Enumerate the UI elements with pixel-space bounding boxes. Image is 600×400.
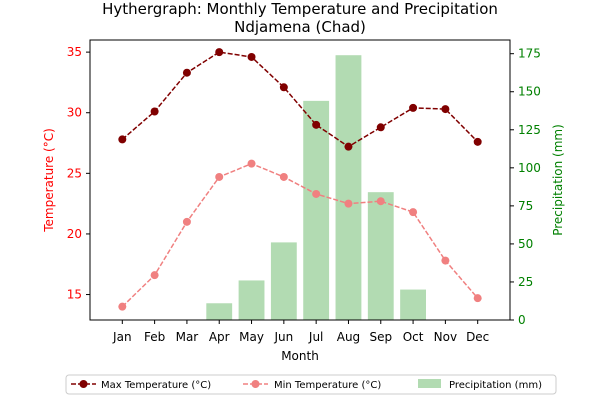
right-y-axis-label: Precipitation (mm)	[551, 124, 565, 236]
min-temp-point-jul	[312, 189, 321, 198]
min-temp-point-nov	[441, 256, 450, 265]
x-tick-label: Jun	[273, 330, 293, 344]
left-y-tick-label: 15	[67, 288, 82, 302]
max-temp-point-feb	[150, 107, 159, 116]
min-temp-point-oct	[409, 208, 418, 217]
legend-max-temp-label: Max Temperature (°C)	[101, 380, 211, 391]
max-temp-point-dec	[473, 137, 482, 146]
legend-precip-swatch	[418, 379, 441, 388]
x-axis-ticks: Jan Feb Mar Apr May Jun Jul Aug Sep Oct Nov Dec	[112, 320, 489, 344]
max-temp-point-mar	[182, 68, 191, 77]
x-tick-label: Oct	[403, 330, 424, 344]
precip-bar-jul	[303, 100, 330, 320]
min-temp-point-mar	[182, 217, 191, 226]
precip-bar-apr	[206, 303, 233, 320]
x-axis-label: Month	[281, 349, 319, 363]
legend-max-temp-marker	[79, 380, 88, 388]
right-y-tick-label: 25	[518, 275, 533, 289]
chart-title-line-2: Ndjamena (Chad)	[234, 18, 366, 36]
left-y-tick-label: 25	[67, 166, 82, 180]
left-y-tick-label: 35	[67, 45, 82, 59]
max-temp-point-jun	[279, 83, 288, 92]
right-y-tick-label: 150	[518, 85, 541, 99]
x-tick-label: Aug	[337, 330, 360, 344]
x-tick-label: Jan	[112, 330, 132, 344]
max-temp-point-nov	[441, 105, 450, 114]
min-temp-point-jan	[118, 302, 127, 311]
precip-bar-oct	[400, 289, 426, 320]
right-y-tick-label: 0	[518, 313, 526, 327]
min-temp-point-feb	[150, 271, 159, 280]
right-y-tick-label: 75	[518, 199, 533, 213]
legend-min-temp-marker	[251, 380, 260, 388]
left-y-axis-label: Temperature (°C)	[42, 128, 56, 233]
left-y-tick-label: 30	[67, 106, 82, 120]
max-temp-point-jul	[312, 120, 321, 129]
min-temp-point-dec	[473, 294, 482, 303]
max-temp-point-apr	[215, 48, 224, 57]
precip-bar-jun	[270, 242, 297, 320]
min-temp-point-may	[247, 159, 256, 168]
right-y-tick-label: 50	[518, 237, 533, 251]
min-temp-point-aug	[344, 199, 353, 208]
max-temp-point-oct	[409, 103, 418, 112]
right-y-axis-ticks: 0 25 50 75 100 125 150 175	[510, 47, 541, 327]
max-temp-point-may	[247, 52, 256, 61]
x-tick-label: Mar	[176, 330, 199, 344]
min-temp-line	[121, 162, 479, 308]
max-temp-point-sep	[376, 123, 385, 132]
legend-precip-label: Precipitation (mm)	[449, 380, 542, 391]
right-y-tick-label: 125	[518, 123, 541, 137]
x-tick-label: Apr	[209, 330, 230, 344]
chart-title-line-1: Hythergraph: Monthly Temperature and Pre…	[102, 0, 498, 18]
left-y-tick-label: 20	[67, 227, 82, 241]
max-temp-point-aug	[344, 142, 353, 151]
x-tick-label: Dec	[466, 330, 489, 344]
precip-bar-aug	[335, 55, 362, 320]
precip-bar-sep	[367, 192, 394, 320]
right-y-tick-label: 100	[518, 161, 541, 175]
x-tick-label: May	[239, 330, 264, 344]
right-y-tick-label: 175	[518, 47, 541, 61]
min-temp-point-jun	[279, 172, 288, 181]
x-tick-label: Sep	[369, 330, 392, 344]
left-y-axis-ticks: 15 20 25 30 35	[67, 45, 90, 302]
x-tick-label: Feb	[144, 330, 165, 344]
min-temp-point-sep	[376, 197, 385, 206]
precipitation-bars	[206, 55, 426, 320]
legend: Max Temperature (°C) Min Temperature (°C…	[65, 374, 557, 395]
max-temp-point-jan	[118, 135, 127, 144]
max-temp-line	[121, 51, 479, 148]
x-tick-label: Nov	[434, 330, 457, 344]
plot-area-frame	[89, 39, 511, 321]
temperature-lines	[118, 48, 482, 311]
legend-min-temp-label: Min Temperature (°C)	[274, 380, 381, 391]
min-temp-point-apr	[215, 172, 224, 181]
precip-bar-may	[238, 280, 265, 320]
x-tick-label: Jul	[308, 330, 323, 344]
